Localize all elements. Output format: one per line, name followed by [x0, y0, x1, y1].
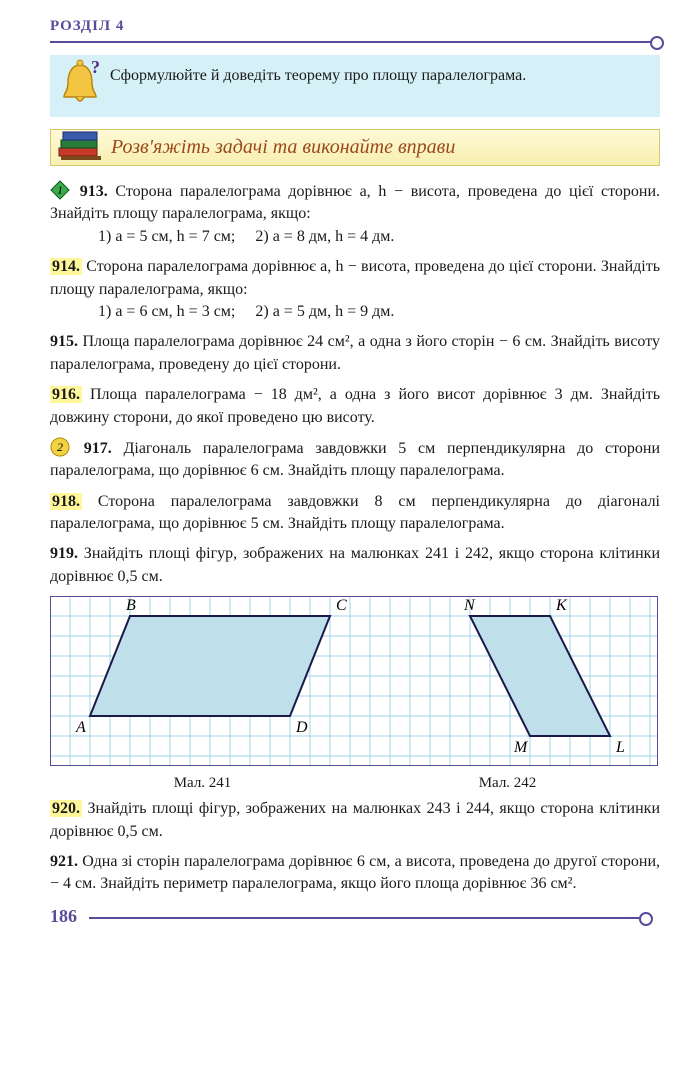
problem-number: 918.	[50, 493, 82, 510]
problem-914: 914. Сторона паралелограма дорівнює a, h…	[50, 256, 660, 323]
problem-number: 920.	[50, 800, 82, 817]
problem-number: 917.	[84, 440, 112, 457]
section-title: Розв'яжіть задачі та виконайте вправи	[50, 129, 660, 166]
svg-text:B: B	[126, 597, 136, 614]
page-footer: 186	[50, 906, 660, 927]
header-rule	[50, 41, 660, 43]
problem-number: 915.	[50, 333, 78, 350]
problem-920: 920. Знайдіть площі фігур, зображених на…	[50, 798, 660, 843]
problem-number: 919.	[50, 545, 78, 562]
problem-913: 1 913. Сторона паралелограма дорівнює a,…	[50, 180, 660, 248]
section-title-text: Розв'яжіть задачі та виконайте вправи	[111, 136, 455, 158]
problem-text: Одна зі сторін паралелограма дорівнює 6 …	[50, 853, 660, 892]
svg-text:K: K	[555, 597, 568, 614]
problem-text: Сторона паралелограма завдовжки 8 см пер…	[50, 493, 660, 532]
figure-grid: A B C D N K M L	[50, 596, 658, 766]
svg-text:2: 2	[57, 440, 63, 454]
problem-text: Знайдіть площі фігур, зображених на малю…	[50, 800, 660, 839]
books-icon	[55, 124, 103, 168]
problem-919: 919. Знайдіть площі фігур, зображених на…	[50, 543, 660, 588]
svg-text:A: A	[75, 719, 86, 736]
figure-caption: Мал. 242	[479, 775, 537, 792]
problem-text: Діагональ паралелограма завдовжки 5 см п…	[50, 440, 660, 479]
problem-text: Площа паралелограма дорівнює 24 см², а о…	[50, 333, 660, 372]
problem-text: Площа паралелограма − 18 дм², а одна з й…	[50, 386, 660, 425]
svg-text:L: L	[615, 739, 625, 756]
problem-text: Знайдіть площі фігур, зображених на малю…	[50, 545, 660, 584]
svg-text:1: 1	[57, 183, 63, 197]
svg-text:?: ?	[91, 59, 100, 77]
problem-subitem: 1) a = 6 см, h = 3 см;	[98, 303, 235, 320]
theorem-callout: ? Сформулюйте й доведіть теорему про пло…	[50, 55, 660, 117]
figures-block: A B C D N K M L Мал. 241 Мал. 242	[50, 596, 660, 792]
problem-number: 913.	[80, 183, 108, 200]
svg-text:C: C	[336, 597, 347, 614]
callout-text: Сформулюйте й доведіть теорему про площу…	[110, 65, 646, 87]
problem-text: Сторона паралелограма дорівнює a, h − ви…	[50, 258, 660, 297]
problem-916: 916. Площа паралелограма − 18 дм², а одн…	[50, 384, 660, 429]
problem-917: 2 917. Діагональ паралелограма завдовжки…	[50, 437, 660, 483]
footer-rule	[89, 917, 649, 919]
svg-text:D: D	[295, 719, 308, 736]
page-number: 186	[50, 906, 77, 927]
problem-text: Сторона паралелограма дорівнює a, h − ви…	[50, 183, 660, 222]
problem-918: 918. Сторона паралелограма завдовжки 8 с…	[50, 491, 660, 536]
svg-text:N: N	[463, 597, 476, 614]
level-1-marker: 1	[50, 180, 70, 200]
problem-subitem: 2) a = 8 дм, h = 4 дм.	[255, 228, 394, 245]
problem-915: 915. Площа паралелограма дорівнює 24 см²…	[50, 331, 660, 376]
bell-question-icon: ?	[58, 59, 102, 109]
figure-caption: Мал. 241	[174, 775, 232, 792]
problem-number: 921.	[50, 853, 78, 870]
problem-subitem: 2) a = 5 дм, h = 9 дм.	[255, 303, 394, 320]
level-2-marker: 2	[50, 437, 70, 457]
chapter-header: РОЗДІЛ 4	[50, 18, 660, 35]
problem-921: 921. Одна зі сторін паралелограма дорівн…	[50, 851, 660, 896]
problem-subitem: 1) a = 5 см, h = 7 см;	[98, 228, 235, 245]
svg-text:M: M	[513, 739, 529, 756]
problem-number: 914.	[50, 258, 82, 275]
problem-number: 916.	[50, 386, 82, 403]
